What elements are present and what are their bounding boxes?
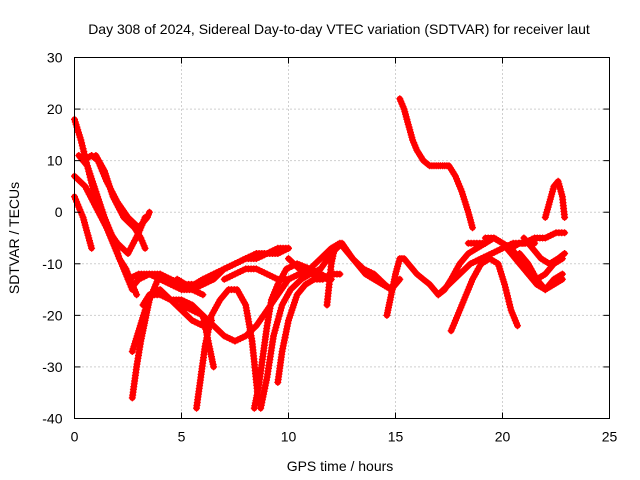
series-markers	[447, 255, 521, 335]
x-tick-label: 10	[281, 429, 297, 445]
series-sat-24	[447, 255, 521, 335]
chart-title: Day 308 of 2024, Sidereal Day-to-day VTE…	[88, 21, 590, 37]
x-tick-label: 5	[178, 429, 186, 445]
y-tick-label: 10	[47, 153, 63, 169]
series-markers	[92, 152, 149, 252]
y-tick-label: -30	[42, 359, 62, 375]
series-sat-6	[92, 152, 149, 252]
x-tick-label: 0	[71, 429, 79, 445]
series-markers	[516, 250, 566, 294]
series-sat-20	[323, 244, 340, 309]
series-sat-5	[75, 152, 136, 294]
series-markers	[396, 95, 476, 232]
y-tick-label: -10	[42, 256, 62, 272]
grid-lines	[74, 57, 610, 419]
series-markers	[220, 239, 404, 294]
y-tick-label: 0	[55, 204, 63, 220]
y-tick-label: 20	[47, 101, 63, 117]
series-sat-12	[173, 244, 292, 288]
x-tick-label: 15	[388, 429, 404, 445]
y-tick-label: 30	[47, 50, 63, 66]
series-markers	[323, 244, 340, 309]
series-sat-16	[257, 270, 331, 412]
y-tick-label: -20	[42, 307, 62, 323]
series-sat-28	[516, 250, 566, 294]
series-markers	[193, 286, 262, 412]
x-tick-label: 20	[495, 429, 511, 445]
plot-frame	[74, 57, 610, 419]
axis-ticks: 0 5 10 15 20 25 -40 -30 -20 -10 0 10 20 30	[42, 50, 617, 445]
series-markers	[257, 270, 331, 412]
series-sat-30	[541, 177, 569, 221]
data-traces	[71, 95, 569, 412]
series-sat-14	[193, 286, 262, 412]
series-markers	[139, 286, 215, 330]
y-axis-label: SDTVAR / TECUs	[6, 182, 22, 294]
series-markers	[520, 234, 569, 268]
series-markers	[173, 244, 292, 288]
series-sat-18	[220, 239, 404, 294]
series-sat-11	[139, 286, 215, 330]
series-sat-29	[520, 234, 569, 268]
y-tick-label: -40	[42, 411, 62, 427]
x-tick-label: 25	[602, 429, 618, 445]
series-markers	[541, 177, 569, 221]
x-axis-label: GPS time / hours	[287, 458, 394, 474]
series-sat-22	[396, 95, 476, 232]
